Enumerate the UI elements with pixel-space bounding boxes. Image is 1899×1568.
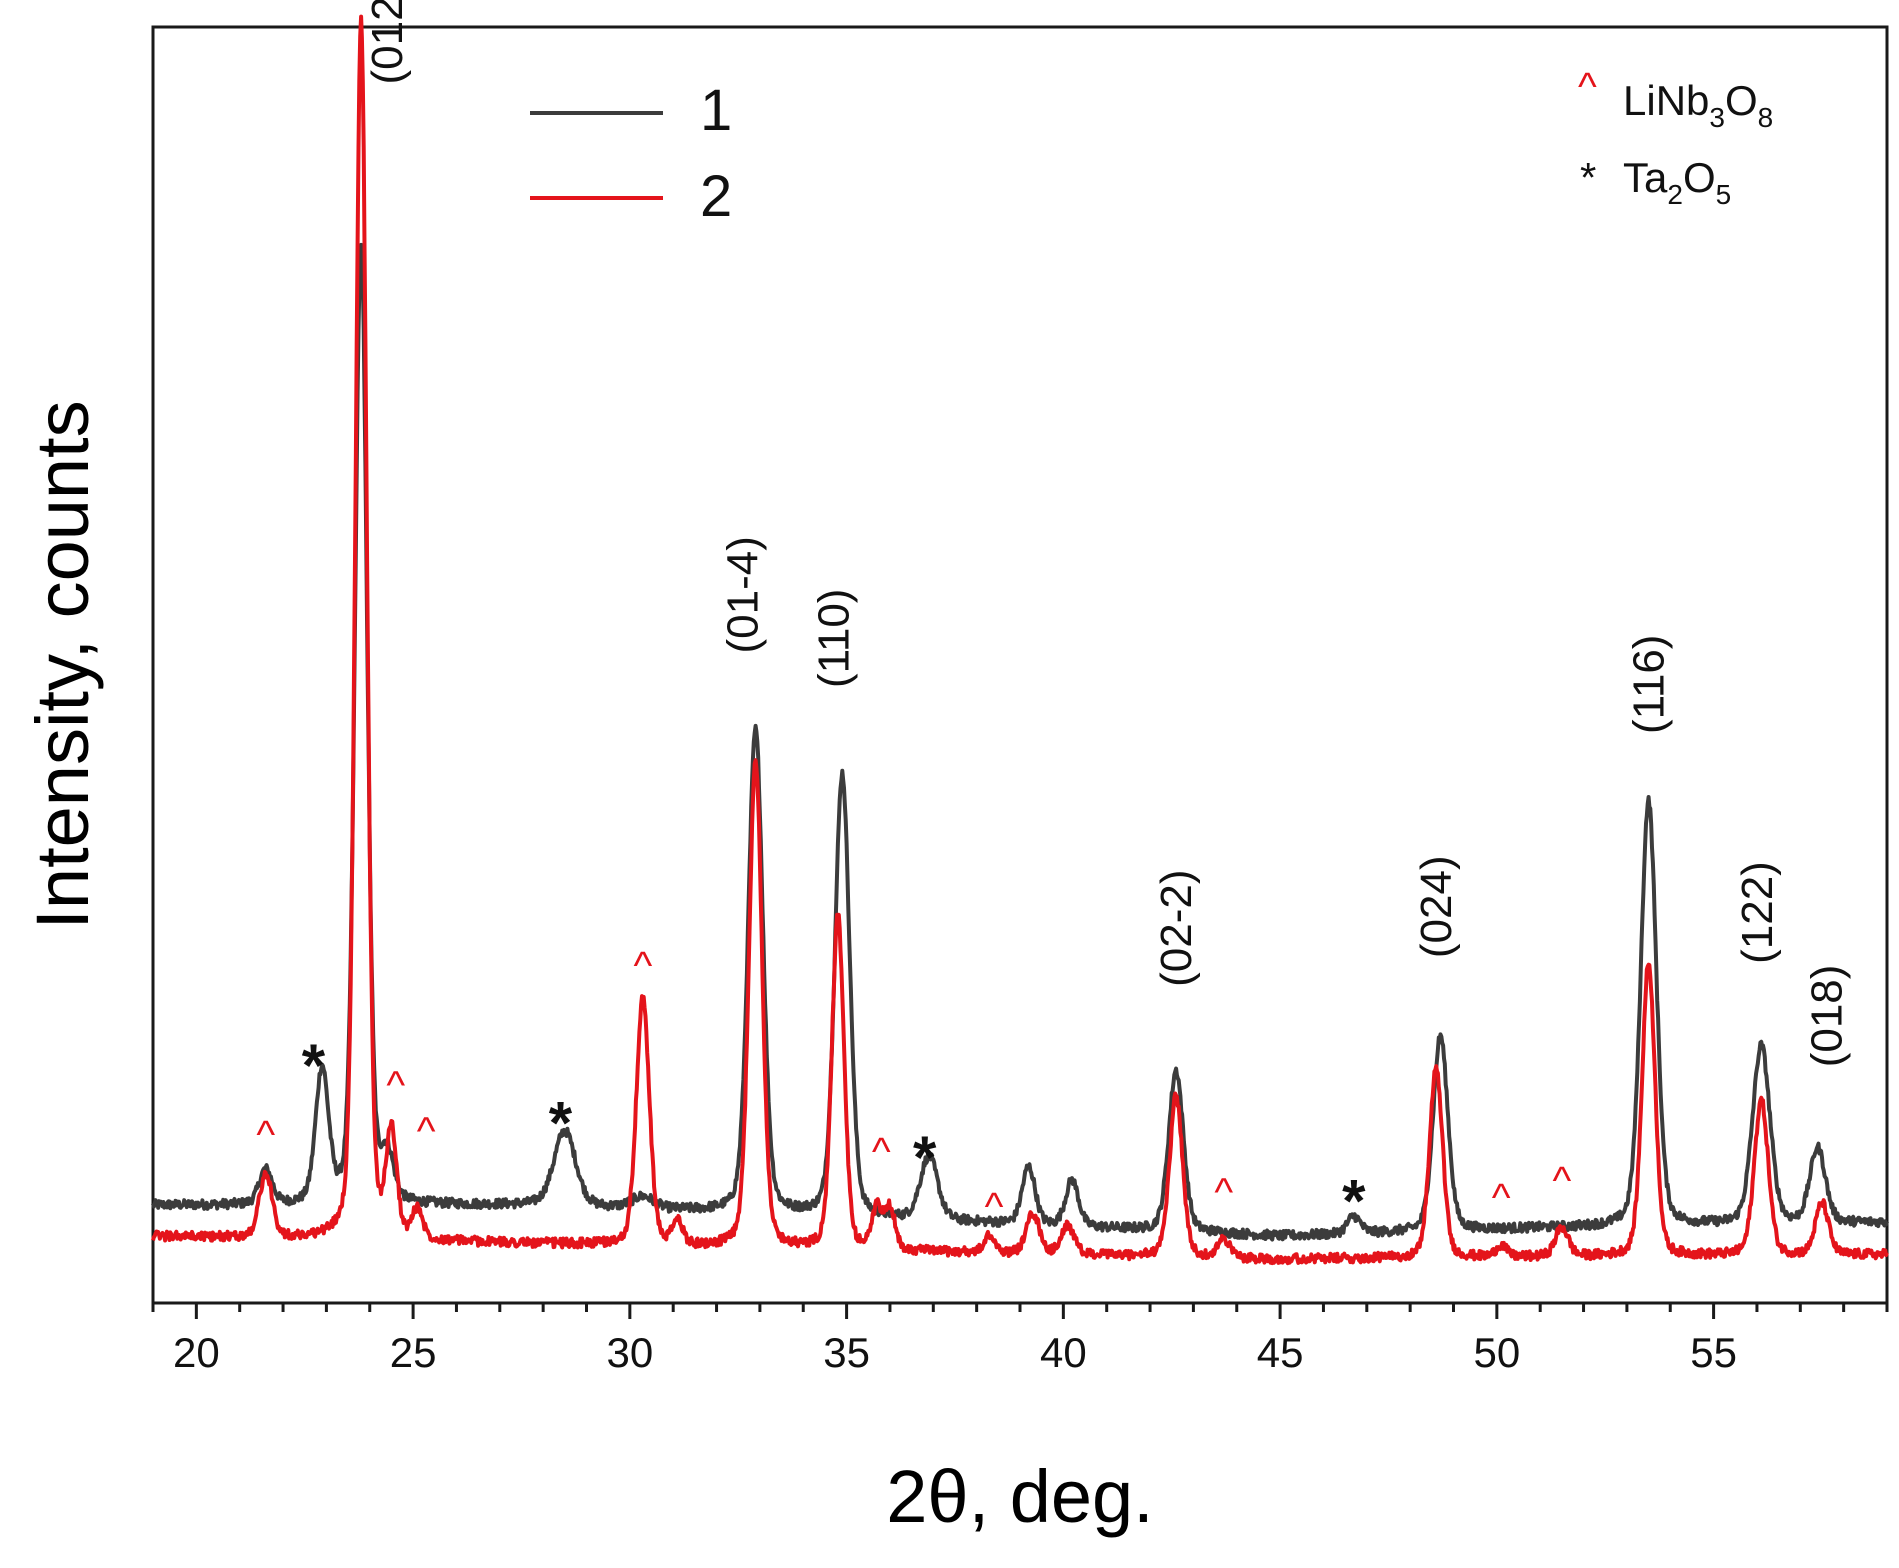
linb3o8-marker: ^ (256, 1113, 275, 1157)
x-tick-label: 20 (173, 1329, 220, 1376)
phase-legend-caret: ^ (1578, 65, 1597, 109)
ta2o5-marker: * (913, 1124, 937, 1191)
reflection-labels: (012) (01-4) (110) (02-2) (024) (116) (122) (01… (363, 0, 1851, 1067)
linb3o8-marker: ^ (386, 1063, 405, 1107)
series-legend: 1 2 (530, 78, 732, 229)
legend-label-1: 1 (700, 78, 732, 143)
series-line-1 (151, 242, 1889, 1242)
linb3o8-marker: ^ (1492, 1176, 1511, 1220)
ta2o5-marker: * (1342, 1167, 1366, 1234)
x-tick-label: 25 (390, 1329, 437, 1376)
hkl-label: (110) (810, 589, 859, 688)
x-axis-ticks: 20 25 30 35 40 45 50 55 (151, 1303, 1889, 1376)
hkl-label: (116) (1625, 635, 1674, 734)
phase-markers: * * * * ^ ^ ^ ^ ^ ^ ^ ^ ^ (256, 944, 1571, 1235)
phase-legend: ^ LiNb3O8 * Ta2O5 (1578, 65, 1773, 210)
series-group (151, 14, 1889, 1266)
linb3o8-marker: ^ (872, 1130, 891, 1174)
hkl-label: (01-4) (719, 536, 768, 653)
hkl-label: (012) (363, 0, 412, 85)
x-tick-label: 40 (1040, 1329, 1087, 1376)
hkl-label: (122) (1733, 861, 1782, 964)
phase-legend-ta2o5: Ta2O5 (1623, 154, 1731, 210)
linb3o8-marker: ^ (1214, 1170, 1233, 1214)
linb3o8-marker: ^ (1552, 1159, 1571, 1203)
ta2o5-marker: * (302, 1032, 326, 1099)
ta2o5-marker: * (549, 1089, 573, 1156)
linb3o8-marker: ^ (417, 1109, 436, 1153)
phase-legend-star: * (1580, 154, 1596, 201)
linb3o8-marker: ^ (633, 944, 652, 988)
hkl-label: (018) (1802, 965, 1851, 1068)
hkl-label: (02-2) (1152, 870, 1201, 987)
linb3o8-marker: ^ (985, 1185, 1004, 1229)
series-line-2 (151, 14, 1889, 1266)
hkl-label: (024) (1412, 855, 1461, 958)
y-axis-title: Intensity, counts (21, 400, 104, 929)
x-tick-label: 50 (1473, 1329, 1520, 1376)
legend-label-2: 2 (700, 164, 732, 229)
x-tick-label: 55 (1690, 1329, 1737, 1376)
x-tick-label: 35 (823, 1329, 870, 1376)
x-tick-label: 45 (1257, 1329, 1304, 1376)
phase-legend-linb3o8: LiNb3O8 (1623, 77, 1773, 133)
x-axis-title: 2θ, deg. (886, 1455, 1153, 1538)
x-tick-label: 30 (606, 1329, 653, 1376)
